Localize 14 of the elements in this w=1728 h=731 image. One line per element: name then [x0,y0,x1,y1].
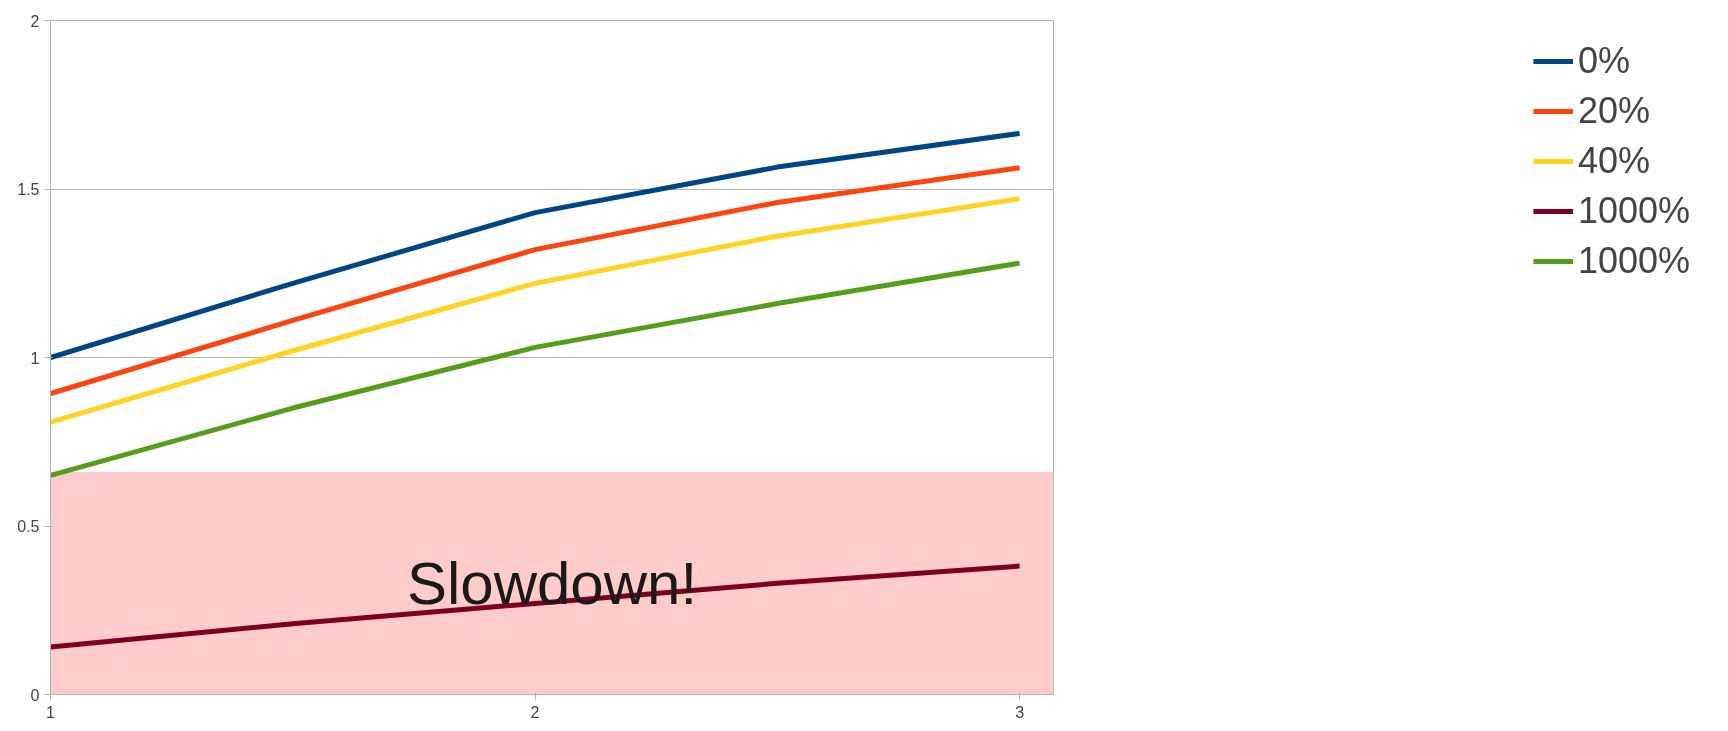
legend-label: 40% [1577,140,1650,182]
legend-label: 1000% [1577,190,1690,232]
x-tick-label: 2 [530,703,540,721]
y-tick-label: 0.5 [17,518,40,535]
y-tick-label: 1.5 [17,181,40,198]
legend-label: 20% [1577,90,1650,132]
y-tick-label: 2 [30,12,40,30]
x-tick-label: 1 [46,703,56,721]
y-tick-label: 1 [30,349,40,367]
y-tick-label: 0 [30,686,40,704]
band-label: Slowdown! [406,549,698,617]
x-tick-label: 3 [1015,703,1025,721]
legend-label: 0% [1577,40,1630,82]
legend-label: 1000% [1577,240,1690,282]
